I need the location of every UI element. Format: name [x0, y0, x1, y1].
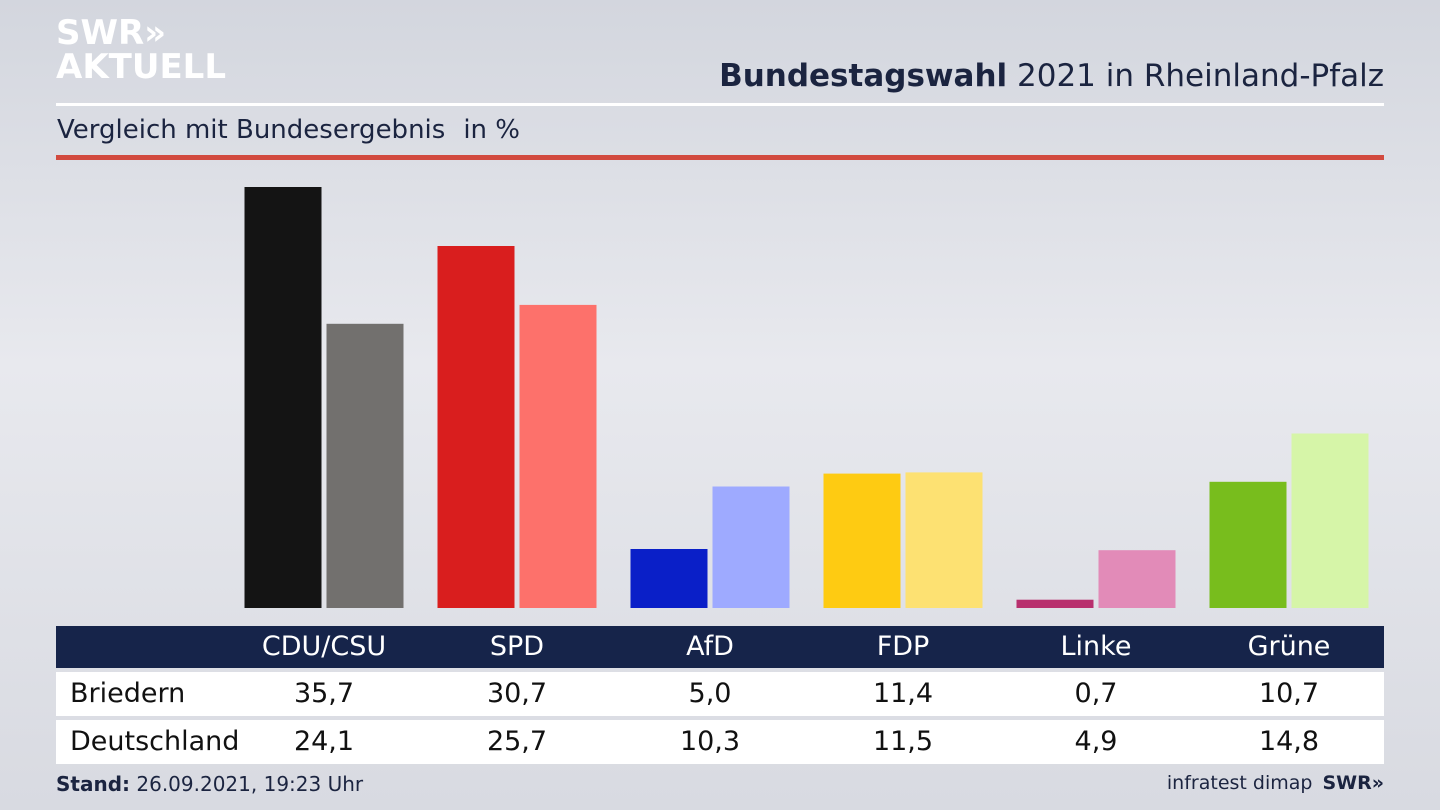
bar-afd-deutschland	[712, 486, 790, 608]
column-header-spd: SPD	[489, 631, 545, 662]
value-cell: 10,7	[1258, 678, 1320, 709]
column-header-gr-ne: Grüne	[1247, 631, 1331, 662]
row-label-briedern: Briedern	[70, 678, 186, 709]
value-cell: 0,7	[1074, 678, 1118, 709]
logo-line-1: SWR»	[56, 13, 167, 53]
bar-fdp-briedern	[823, 473, 901, 608]
chart-subtitle: Vergleich mit Bundesergebnis in %	[57, 115, 520, 145]
title-rest: 2021 in Rheinland-Pfalz	[1007, 58, 1384, 94]
accent-divider	[56, 155, 1384, 160]
value-cell: 11,4	[872, 678, 934, 709]
bar-gr-ne-deutschland	[1291, 433, 1369, 608]
swr-aktuell-logo: SWR» AKTUELL	[56, 16, 226, 84]
value-cell: 4,9	[1074, 726, 1118, 757]
value-cell: 11,5	[872, 726, 934, 757]
table-row-briedern: Briedern 35,7 30,7 5,0 11,4 0,7 10,7	[56, 672, 1384, 716]
page-title: Bundestagswahl 2021 in Rheinland-Pfalz	[719, 58, 1384, 94]
value-cell: 35,7	[293, 678, 355, 709]
bar-cdu-csu-briedern	[244, 187, 322, 608]
table-header-row: CDU/CSU SPD AfD FDP Linke Grüne	[56, 626, 1384, 668]
stand-label: Stand:	[56, 772, 131, 796]
column-header-cdu-csu: CDU/CSU	[261, 631, 387, 662]
bar-linke-deutschland	[1098, 550, 1176, 608]
subtitle-text: Vergleich mit Bundesergebnis	[57, 115, 446, 145]
title-bold: Bundestagswahl	[719, 58, 1008, 94]
results-table: CDU/CSU SPD AfD FDP Linke Grüne Briedern 35,7…	[56, 626, 1384, 764]
bar-spd-briedern	[437, 246, 515, 608]
value-cell: 25,7	[486, 726, 548, 757]
column-header-fdp: FDP	[876, 631, 930, 662]
source-credit: infratest dimap SWR»	[1167, 772, 1384, 794]
swr-brand: SWR»	[1322, 772, 1384, 794]
timestamp: Stand: 26.09.2021, 19:23 Uhr	[56, 772, 363, 796]
column-header-linke: Linke	[1060, 631, 1132, 662]
value-cell: 10,3	[679, 726, 741, 757]
value-cell: 5,0	[688, 678, 732, 709]
value-cell: 14,8	[1258, 726, 1320, 757]
bar-spd-deutschland	[519, 304, 597, 608]
value-cell: 30,7	[486, 678, 548, 709]
value-cell: 24,1	[293, 726, 355, 757]
header-divider	[56, 103, 1384, 106]
logo-line-2: AKTUELL	[56, 47, 227, 87]
table-row-deutschland: Deutschland 24,1 25,7 10,3 11,5 4,9 14,8	[56, 720, 1384, 764]
bar-cdu-csu-deutschland	[326, 323, 404, 608]
subtitle-unit: in %	[463, 115, 520, 145]
bar-linke-briedern	[1016, 599, 1094, 608]
bar-afd-briedern	[630, 549, 708, 608]
bar-fdp-deutschland	[905, 472, 983, 608]
row-label-deutschland: Deutschland	[70, 726, 240, 757]
column-header-afd: AfD	[686, 631, 734, 662]
stand-value: 26.09.2021, 19:23 Uhr	[130, 772, 364, 796]
bar-gr-ne-briedern	[1209, 481, 1287, 608]
source-text: infratest dimap	[1166, 772, 1313, 794]
